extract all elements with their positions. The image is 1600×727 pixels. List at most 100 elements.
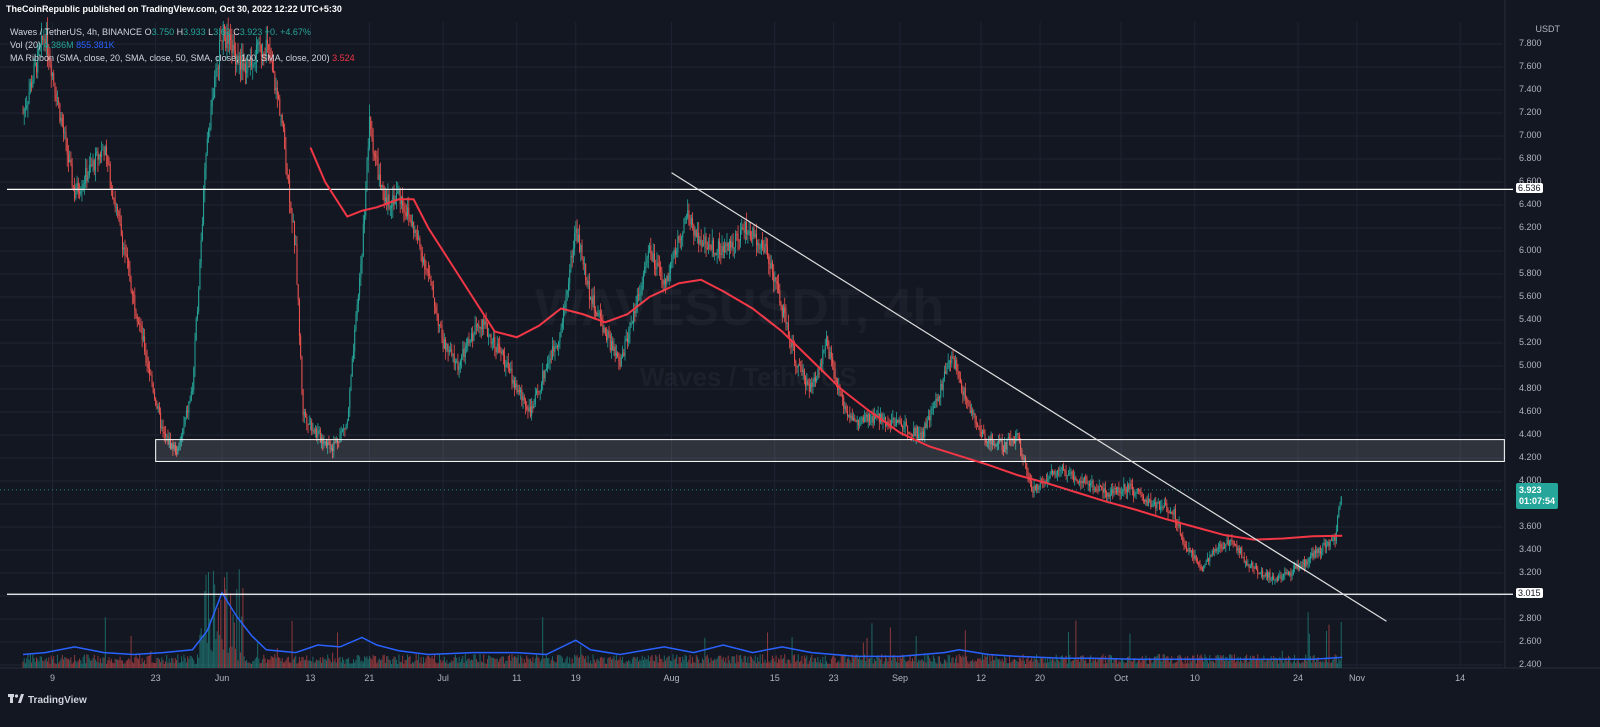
candle-body <box>527 409 529 411</box>
volume-bar <box>678 656 680 668</box>
volume-bar <box>284 662 286 668</box>
volume-bar <box>1085 659 1087 668</box>
candle-body <box>1059 469 1061 471</box>
candle-body <box>66 138 68 155</box>
candle-body <box>871 416 873 422</box>
candle-body <box>980 431 982 437</box>
volume-bar <box>226 572 228 668</box>
candle-body <box>795 360 797 367</box>
volume-bar <box>591 663 593 668</box>
volume-bar <box>1178 654 1180 668</box>
volume-bar <box>123 663 125 668</box>
candle-body <box>1179 522 1181 536</box>
legend-ma-row[interactable]: MA Ribbon (SMA, close, 20, SMA, close, 5… <box>10 52 355 65</box>
volume-bar <box>700 663 702 668</box>
volume-bar <box>741 658 743 668</box>
candle-body <box>432 285 434 298</box>
volume-bar <box>907 661 909 668</box>
volume-bar <box>249 663 251 668</box>
legend-volume-row[interactable]: Vol (20) 4.386M 855.381K <box>10 39 355 52</box>
volume-bar <box>113 662 115 668</box>
volume-bar <box>153 662 155 668</box>
volume-bar <box>784 654 786 668</box>
candle-body <box>184 417 186 425</box>
candle-body <box>1244 561 1246 563</box>
candle-body <box>877 413 879 416</box>
candle-body <box>800 365 802 367</box>
candle-body <box>1306 559 1308 565</box>
candle-body <box>954 360 956 369</box>
tradingview-branding[interactable]: TradingView <box>8 694 87 706</box>
volume-bar <box>504 663 506 668</box>
volume-bar <box>954 658 956 668</box>
volume-bar <box>339 656 341 668</box>
volume-bar <box>923 661 925 668</box>
volume-bar <box>335 662 337 668</box>
volume-bar <box>1253 655 1255 668</box>
volume-bar <box>1021 660 1023 668</box>
legend-ma-label[interactable]: MA Ribbon (SMA, close, 20, SMA, close, 5… <box>10 53 330 63</box>
volume-bar <box>764 659 766 668</box>
volume-bar <box>735 663 737 668</box>
candle-body <box>85 168 87 184</box>
candle-body <box>827 336 829 347</box>
candle-body <box>961 382 963 392</box>
volume-bar <box>1129 633 1131 668</box>
legend-volume-label[interactable]: Vol (20) <box>10 40 42 50</box>
candle-body <box>833 364 835 371</box>
legend-symbol[interactable]: Waves / TetherUS, 4h, BINANCE <box>10 27 143 37</box>
candle-body <box>835 380 837 381</box>
candle-body <box>1168 512 1170 514</box>
candle-body <box>722 246 724 253</box>
volume-bar <box>205 574 207 668</box>
candle-body <box>881 414 883 422</box>
volume-bar <box>418 654 420 668</box>
volume-bar <box>88 658 90 668</box>
x-tick-label: 12 <box>976 673 987 683</box>
volume-bar <box>571 658 573 668</box>
volume-bar <box>991 654 993 668</box>
candle-body <box>1232 542 1234 544</box>
candle-body <box>220 40 222 41</box>
volume-bar <box>580 645 582 668</box>
candle-body <box>774 277 776 283</box>
volume-bar <box>796 660 798 668</box>
volume-bar <box>1297 658 1299 668</box>
candle-body <box>230 34 232 41</box>
volume-bar <box>862 642 864 668</box>
volume-bar <box>776 662 778 668</box>
candle-body <box>1316 549 1318 553</box>
candle-body <box>226 31 228 49</box>
volume-bar <box>726 663 728 668</box>
volume-bar <box>1155 656 1157 668</box>
candle-body <box>1225 544 1227 548</box>
volume-bar <box>142 662 144 668</box>
volume-bar <box>1161 661 1163 668</box>
candle-body <box>1224 547 1226 548</box>
candle-body <box>209 128 211 131</box>
volume-bar <box>42 660 44 668</box>
volume-bar <box>936 663 938 668</box>
volume-bar <box>851 654 853 668</box>
volume-bar <box>419 662 421 668</box>
volume-bar <box>483 654 485 668</box>
volume-bar <box>400 662 402 668</box>
candle-body <box>183 424 185 429</box>
volume-bar <box>1300 663 1302 668</box>
volume-bar <box>1264 661 1266 668</box>
candle-body <box>1010 438 1012 440</box>
candle-body <box>496 343 498 353</box>
volume-bar <box>1058 660 1060 668</box>
candle-body <box>1101 486 1103 489</box>
legend-symbol-row[interactable]: Waves / TetherUS, 4h, BINANCE O3.750 H3.… <box>10 26 355 39</box>
candle-body <box>114 200 116 207</box>
volume-bar <box>848 657 850 668</box>
candle-body <box>115 206 117 208</box>
candle-body <box>671 262 673 263</box>
volume-bar <box>572 663 574 668</box>
volume-bar <box>204 590 206 668</box>
volume-bar <box>1037 660 1039 668</box>
volume-bar <box>984 655 986 668</box>
volume-bar <box>177 654 179 668</box>
